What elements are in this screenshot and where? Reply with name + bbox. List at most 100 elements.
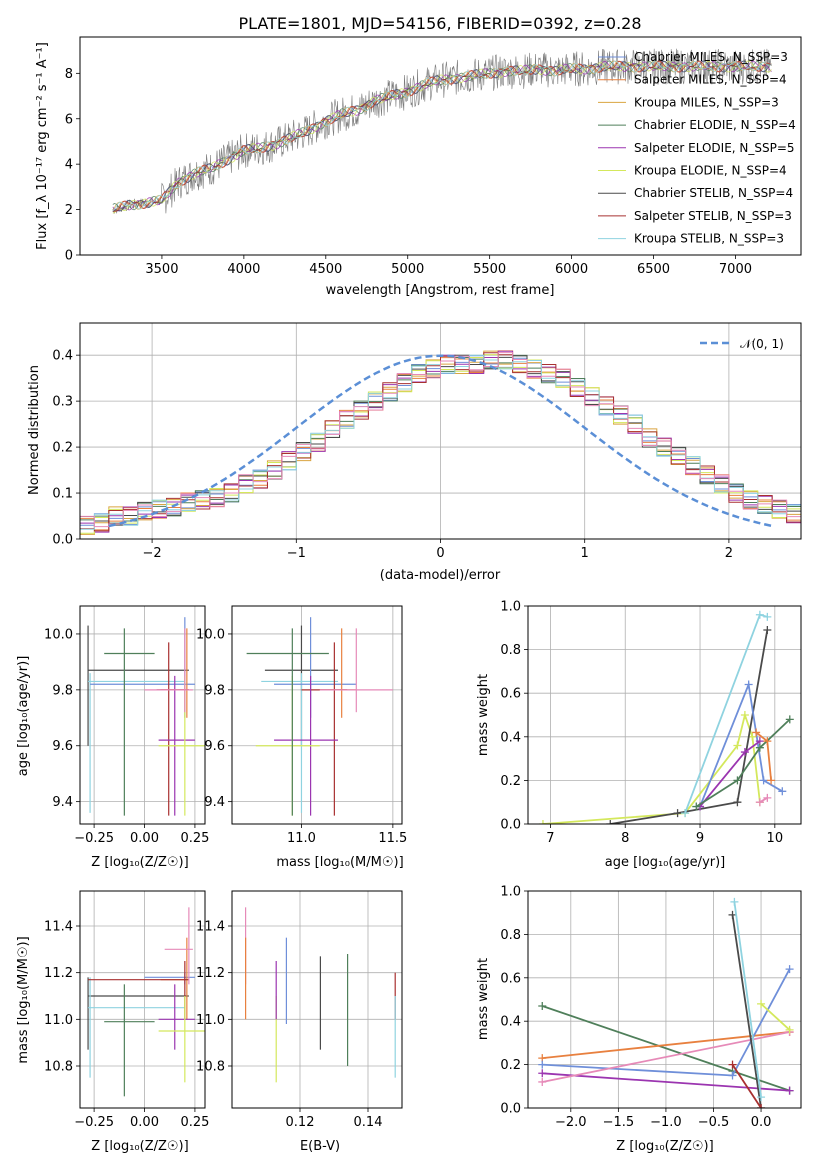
spectrum-title: PLATE=1801, MJD=54156, FIBERID=0392, z=0… — [238, 14, 641, 33]
y-tick-label: 0.4 — [52, 349, 73, 364]
x-tick-label: 0.00 — [130, 1115, 159, 1130]
weight-line — [731, 1064, 762, 1108]
plus-marker — [767, 776, 776, 785]
age-vs-mass-xlabel: mass [log₁₀(M/M☉)] — [276, 855, 403, 870]
x-tick-label: 7000 — [719, 262, 752, 277]
y-tick-label: 11.0 — [196, 1013, 225, 1028]
plot-area — [87, 907, 205, 1097]
mass-vs-z-xlabel: Z [log₁₀(Z/Z☉)] — [91, 1139, 188, 1154]
legend-label: Kroupa MILES, N_SSP=3 — [634, 95, 779, 109]
x-tick-label: 9 — [696, 831, 704, 846]
plus-marker — [763, 625, 772, 634]
weight-line — [542, 711, 761, 824]
y-tick-label: 6 — [65, 112, 73, 127]
x-tick-label: −2 — [143, 546, 162, 561]
y-tick-label: 0.6 — [500, 971, 521, 986]
plus-marker — [692, 802, 701, 811]
mass-vs-z-panel: −0.25 0.00 0.25 10.8 11.0 11.2 11.4 — [44, 890, 209, 1130]
weight-line — [731, 914, 762, 1108]
y-tick-label: 0.6 — [500, 687, 521, 702]
y-tick-label: 9.6 — [52, 739, 73, 754]
x-tick-label: 6500 — [637, 262, 670, 277]
weight-line — [684, 613, 768, 814]
age-vs-z-panel: −0.25 0.00 0.25 9.4 9.6 9.8 10.0 — [44, 605, 209, 846]
plus-marker — [733, 741, 742, 750]
y-tick-label: 11.0 — [44, 1013, 73, 1028]
plot-area — [246, 617, 393, 816]
legend-label: Chabrier STELIB, N_SSP=4 — [634, 186, 793, 200]
plus-marker — [730, 897, 739, 906]
spectrum-legend: Chabrier MILES, N_SSP=3 Salpeter MILES, N… — [598, 50, 796, 246]
y-tick-label: 0.0 — [500, 818, 521, 833]
spectrum-model-line — [112, 60, 772, 212]
x-tick-label: 4000 — [227, 262, 260, 277]
y-tick-label: 9.8 — [52, 683, 73, 698]
plus-marker — [785, 1086, 794, 1095]
x-tick-label: 0.25 — [180, 1115, 209, 1130]
plus-marker — [752, 728, 761, 737]
mass-vs-z-ylabel: mass [log₁₀(M/M☉)] — [16, 936, 31, 1063]
y-tick-label: 0 — [65, 249, 73, 264]
y-tick-label: 0.8 — [500, 928, 521, 943]
plus-marker — [763, 737, 772, 746]
x-tick-label: 0 — [436, 546, 444, 561]
x-tick-label: −1 — [287, 546, 306, 561]
plus-marker — [748, 732, 757, 741]
x-tick-label: 5000 — [391, 262, 424, 277]
plus-marker — [740, 748, 749, 757]
plus-marker — [757, 999, 766, 1008]
legend-label: Kroupa STELIB, N_SSP=3 — [634, 232, 784, 246]
x-tick-label: −2.0 — [555, 1115, 587, 1130]
legend-label: Kroupa ELODIE, N_SSP=4 — [634, 164, 787, 178]
spectrum-model-line — [112, 60, 772, 211]
weight-vs-z-xlabel: Z [log₁₀(Z/Z☉)] — [616, 1139, 713, 1154]
plus-marker — [757, 1104, 766, 1108]
legend-label: Salpeter ELODIE, N_SSP=5 — [634, 141, 795, 155]
y-tick-label: 11.4 — [196, 920, 225, 935]
x-tick-label: 11.5 — [378, 831, 407, 846]
age-vs-z-ylabel: age [log₁₀(age/yr)] — [16, 656, 31, 777]
x-tick-label: 6000 — [555, 262, 588, 277]
legend-label: Chabrier MILES, N_SSP=3 — [634, 50, 788, 64]
y-tick-label: 2 — [65, 203, 73, 218]
spectrum-model-line — [112, 60, 772, 214]
weight-line — [695, 718, 791, 808]
axes-frame — [79, 322, 802, 540]
y-tick-label: 10.0 — [196, 627, 225, 642]
gaussian-curve — [108, 354, 773, 528]
x-tick-label: 0.12 — [286, 1115, 315, 1130]
plus-marker — [681, 809, 690, 818]
y-tick-label: 1.0 — [500, 600, 521, 615]
x-tick-label: −1.0 — [650, 1115, 682, 1130]
plus-marker — [778, 787, 787, 796]
y-tick-label: 4 — [65, 158, 73, 173]
mass-vs-ebv-panel: 0.12 0.14 10.8 11.0 11.2 11.4 — [196, 890, 403, 1130]
weight-vs-age-ylabel: mass weight — [476, 674, 491, 756]
histogram-step-line — [80, 352, 801, 528]
y-tick-label: 11.2 — [44, 966, 73, 981]
y-tick-label: 9.4 — [204, 795, 225, 810]
plus-marker — [733, 776, 742, 785]
age-vs-mass-panel: 11.0 11.5 9.4 9.6 9.8 10.0 — [196, 605, 407, 846]
weight-line — [610, 629, 769, 824]
y-tick-label: 9.8 — [204, 683, 225, 698]
plus-marker — [744, 680, 753, 689]
x-tick-label: 2 — [725, 546, 733, 561]
x-tick-label: 0.0 — [751, 1115, 772, 1130]
y-tick-label: 9.6 — [204, 739, 225, 754]
plus-marker — [538, 1060, 547, 1069]
plus-marker — [538, 1002, 547, 1011]
histogram-legend: 𝒩(0, 1) — [700, 337, 784, 351]
plus-marker — [785, 1025, 794, 1034]
axes-frame — [79, 890, 206, 1109]
weight-line — [733, 901, 762, 1098]
spectrum-xlabel: wavelength [Angstrom, rest frame] — [326, 283, 555, 298]
weight-line — [542, 1031, 790, 1083]
weight-vs-age-xlabel: age [log₁₀(age/yr)] — [605, 855, 726, 870]
y-tick-label: 0.2 — [52, 441, 73, 456]
y-tick-label: 0.0 — [500, 1102, 521, 1117]
spectrum-panel: 3500 4000 4500 5000 5500 6000 6500 7000 0 2 4 6 8 — [65, 36, 802, 277]
plus-marker — [538, 820, 547, 824]
histogram-panel: −2 −1 0 1 2 0.0 0.1 0.2 0.3 0.4 — [52, 322, 802, 561]
